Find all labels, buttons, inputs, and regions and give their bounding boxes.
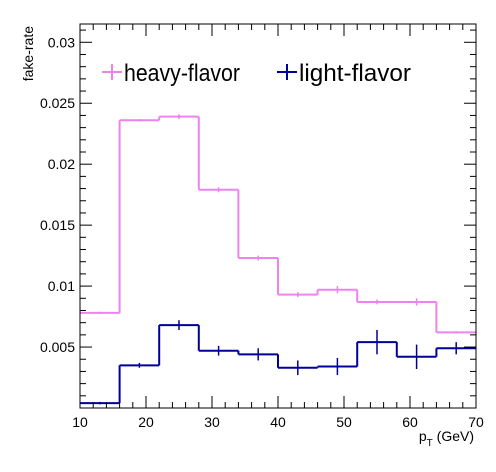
x-tick-label: 50	[336, 414, 352, 430]
y-tick-label: 0.025	[40, 95, 75, 111]
axis-ticks: 10 20 30 40 50 60 70 0.005 0.01 0.015 0.02 0.025 0.0…	[40, 24, 484, 430]
x-axis-title: pT (GeV)	[419, 428, 474, 449]
x-tick-label: 20	[138, 414, 154, 430]
x-tick-label: 60	[402, 414, 418, 430]
series-layer	[80, 114, 476, 405]
legend: heavy-flavor light-flavor	[102, 60, 411, 87]
series-heavy-flavor	[80, 114, 476, 334]
y-tick-label: 0.02	[48, 156, 75, 172]
legend-label-heavy-flavor: heavy-flavor	[124, 60, 240, 87]
y-axis-title: fake-rate	[20, 26, 36, 81]
legend-label-light-flavor: light-flavor	[299, 60, 411, 87]
y-tick-label: 0.03	[48, 34, 75, 50]
y-tick-label: 0.005	[40, 339, 75, 355]
x-axis-title-main: p	[419, 428, 427, 444]
x-axis-title-unit: (GeV)	[433, 428, 474, 444]
x-tick-label: 30	[204, 414, 220, 430]
series-light-flavor	[80, 320, 476, 405]
x-tick-label: 70	[468, 414, 484, 430]
y-tick-label: 0.01	[48, 278, 75, 294]
y-tick-label: 0.015	[40, 217, 75, 233]
x-tick-label: 40	[270, 414, 286, 430]
x-axis-title-subscript: T	[427, 438, 433, 449]
x-tick-label: 10	[72, 414, 88, 430]
